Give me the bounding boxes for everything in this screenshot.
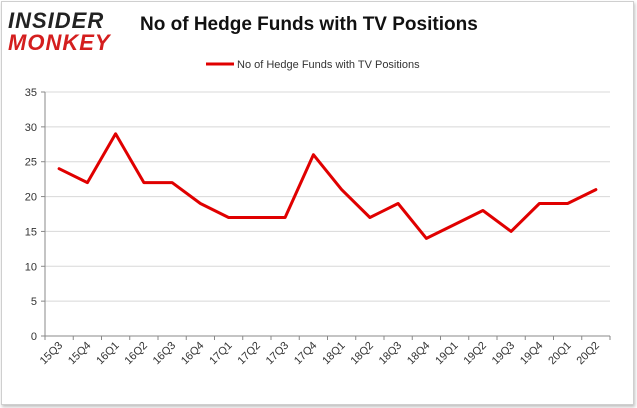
- x-tick-label: 20Q1: [546, 340, 574, 368]
- x-tick-label: 19Q1: [433, 340, 461, 368]
- y-tick-label: 0: [31, 331, 37, 343]
- legend-label: No of Hedge Funds with TV Positions: [237, 59, 420, 71]
- x-tick-label: 17Q2: [235, 340, 263, 368]
- x-tick-label: 17Q3: [264, 340, 292, 368]
- x-tick-label: 15Q3: [38, 340, 66, 368]
- x-tick-label: 19Q2: [461, 340, 489, 368]
- y-tick-label: 20: [25, 192, 37, 204]
- insider-monkey-logo: INSIDER MONKEY: [8, 8, 128, 56]
- y-axis-ticks: 0 5 10 15 20 25 30 35: [25, 87, 45, 343]
- logo-text-top: INSIDER: [8, 8, 105, 33]
- chart-title: No of Hedge Funds with TV Positions: [140, 14, 478, 35]
- x-tick-label: 17Q4: [292, 340, 320, 368]
- x-tick-label: 15Q4: [66, 340, 94, 368]
- legend: No of Hedge Funds with TV Positions: [206, 59, 420, 71]
- x-tick-label: 16Q1: [94, 340, 122, 368]
- x-tick-label: 18Q3: [377, 340, 405, 368]
- x-axis-ticks: 15Q3 15Q4 16Q1 16Q2 16Q3 16Q4 17Q1 17Q2 17Q3 17Q4…: [38, 336, 611, 368]
- x-tick-label: 19Q3: [490, 340, 518, 368]
- x-tick-label: 19Q4: [518, 340, 546, 368]
- x-tick-label: 18Q1: [320, 340, 348, 368]
- x-tick-label: 16Q4: [179, 340, 207, 368]
- x-tick-label: 20Q2: [574, 340, 602, 368]
- x-tick-label: 18Q2: [348, 340, 376, 368]
- y-tick-label: 5: [31, 296, 37, 308]
- x-tick-label: 17Q1: [207, 340, 235, 368]
- y-tick-label: 35: [25, 87, 37, 99]
- gridlines: [45, 91, 610, 302]
- logo-text-bottom: MONKEY: [8, 30, 111, 55]
- series-line: [57, 132, 598, 240]
- y-tick-label: 30: [25, 122, 37, 134]
- x-tick-label: 16Q3: [151, 340, 179, 368]
- series-lines: [57, 132, 598, 240]
- x-tick-label: 16Q2: [122, 340, 150, 368]
- y-tick-label: 10: [25, 261, 37, 273]
- axes: [44, 92, 610, 337]
- x-tick-label: 18Q4: [405, 340, 433, 368]
- y-tick-label: 25: [25, 157, 37, 169]
- y-tick-label: 15: [25, 226, 37, 238]
